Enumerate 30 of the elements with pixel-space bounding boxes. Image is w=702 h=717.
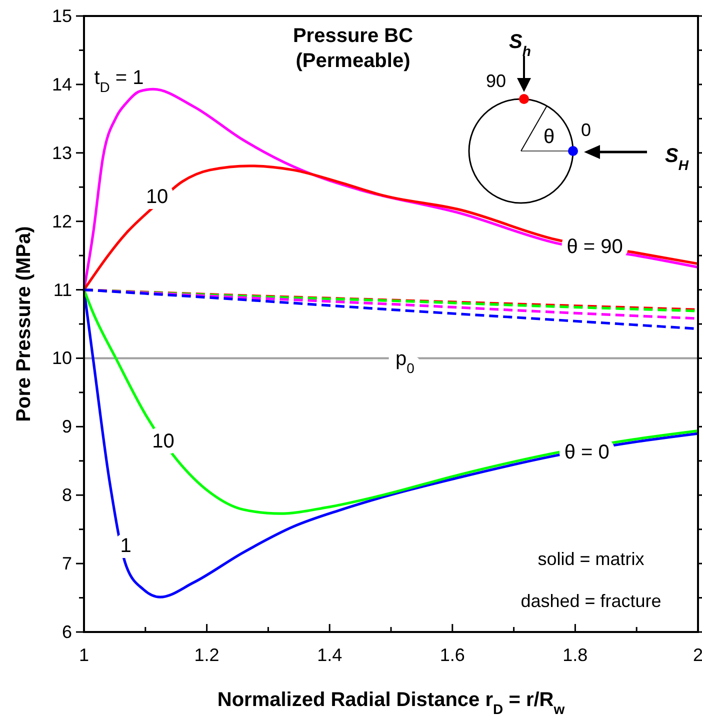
y-tick-label: 6 xyxy=(62,622,72,642)
text: (Permeable) xyxy=(296,50,410,72)
y-tick-label: 12 xyxy=(52,211,72,232)
ref-line-label: p$_{0}$ xyxy=(396,348,415,376)
x-tick-label: 1.4 xyxy=(317,645,342,665)
annotation: θ xyxy=(543,126,555,148)
y-tick-label: 10 xyxy=(52,348,72,368)
annotation: 1 xyxy=(120,535,132,558)
annotation: 0 xyxy=(580,120,592,140)
annotation: t$_{D}$ = 1 xyxy=(94,67,144,95)
y-tick-label: 13 xyxy=(52,142,72,163)
x-tick-label: 2 xyxy=(692,645,702,665)
y-tick-label: 7 xyxy=(62,554,72,574)
x-tick-label: 1.2 xyxy=(194,645,220,665)
annotation: S$_{h}$ xyxy=(509,31,531,59)
y-tick-label: 8 xyxy=(62,485,72,506)
annotation: solid = matrix xyxy=(538,549,644,569)
x-axis-title: Normalized Radial Distance r$_{D}$ = r/R$_{w}$ xyxy=(217,689,565,717)
annotation: 90 xyxy=(486,71,506,91)
y-tick-label: 14 xyxy=(52,74,72,94)
x-tick-label: 1 xyxy=(78,645,90,665)
y-tick-label: 15 xyxy=(52,6,72,26)
annotation: dashed = fracture xyxy=(520,591,662,611)
x-tick-label: 1.6 xyxy=(440,645,465,665)
y-tick-label: 9 xyxy=(62,416,72,437)
annotation: S$_{H}$ xyxy=(665,145,690,173)
y-axis-title: Pore Pressure (MPa) xyxy=(13,226,35,422)
x-tick-label: 1.8 xyxy=(562,645,588,665)
y-tick-label: 11 xyxy=(53,280,72,300)
chart-title: Pressure BC xyxy=(292,25,414,47)
